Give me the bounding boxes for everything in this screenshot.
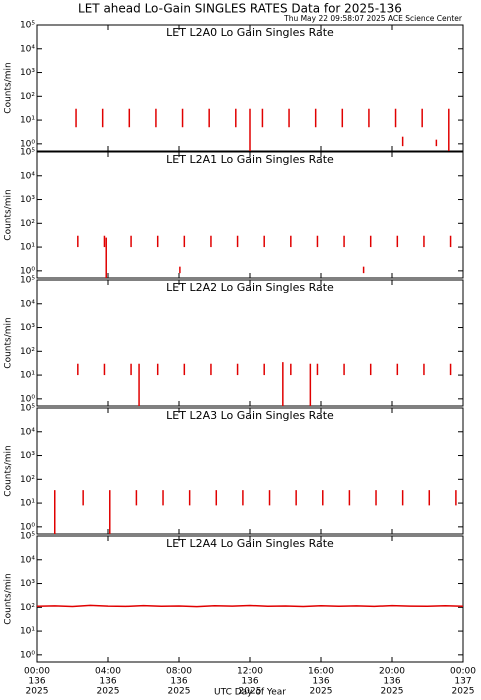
x-tick-label: 136 bbox=[170, 677, 187, 687]
plot-frame bbox=[36, 279, 464, 407]
x-tick-label: 08:00 bbox=[166, 667, 192, 677]
y-tick-label: 10³ bbox=[20, 323, 35, 333]
y-axis-label: Counts/min bbox=[4, 445, 14, 496]
x-tick-label: 2025 bbox=[381, 687, 404, 697]
y-tick-label: 10¹ bbox=[20, 243, 35, 253]
y-tick-label: 10³ bbox=[20, 195, 35, 205]
x-tick-label: 2025 bbox=[310, 687, 333, 697]
x-tick-label: 00:00 bbox=[24, 667, 50, 677]
panel-title: LET L2A0 Lo Gain Singles Rate bbox=[166, 26, 334, 39]
x-tick-label: 136 bbox=[312, 677, 329, 687]
chart-title: LET ahead Lo-Gain SINGLES RATES Data for… bbox=[78, 2, 402, 16]
y-tick-label: 10² bbox=[20, 92, 35, 102]
y-axis-label: Counts/min bbox=[4, 573, 14, 624]
x-tick-label: 16:00 bbox=[308, 667, 334, 677]
panel-title: LET L2A3 Lo Gain Singles Rate bbox=[166, 409, 334, 422]
y-tick-label: 10⁰ bbox=[20, 266, 35, 276]
x-tick-label: 136 bbox=[241, 677, 258, 687]
y-tick-label: 10² bbox=[20, 475, 35, 485]
y-tick-label: 10⁰ bbox=[20, 394, 35, 404]
y-tick-label: 10⁴ bbox=[20, 299, 35, 309]
panel-title: LET L2A4 Lo Gain Singles Rate bbox=[166, 537, 334, 550]
x-tick-label: 136 bbox=[28, 677, 45, 687]
x-tick-label: 20:00 bbox=[379, 667, 405, 677]
y-tick-label: 10⁵ bbox=[20, 21, 35, 31]
y-axis-label: Counts/min bbox=[4, 189, 14, 240]
x-tick-label: 04:00 bbox=[95, 667, 121, 677]
y-tick-label: 10³ bbox=[20, 579, 35, 589]
panel-title: LET L2A1 Lo Gain Singles Rate bbox=[166, 153, 334, 166]
y-tick-label: 10⁰ bbox=[20, 650, 35, 660]
y-tick-label: 10⁴ bbox=[20, 555, 35, 565]
y-tick-label: 10² bbox=[20, 347, 35, 357]
y-tick-label: 10³ bbox=[20, 451, 35, 461]
x-tick-label: 2025 bbox=[452, 687, 475, 697]
y-tick-label: 10⁵ bbox=[20, 148, 35, 158]
y-tick-label: 10¹ bbox=[20, 499, 35, 509]
x-tick-label: 136 bbox=[383, 677, 400, 687]
x-tick-label: 137 bbox=[454, 677, 471, 687]
y-tick-label: 10² bbox=[20, 603, 35, 613]
y-tick-label: 10⁵ bbox=[20, 404, 35, 414]
y-axis-label: Counts/min bbox=[4, 62, 14, 113]
y-tick-label: 10¹ bbox=[20, 371, 35, 381]
x-tick-label: 2025 bbox=[239, 687, 262, 697]
y-tick-label: 10² bbox=[20, 219, 35, 229]
x-tick-label: 12:00 bbox=[237, 667, 263, 677]
plot-frame bbox=[36, 407, 464, 535]
y-tick-label: 10⁴ bbox=[20, 427, 35, 437]
y-tick-label: 10⁵ bbox=[20, 532, 35, 542]
y-tick-label: 10⁰ bbox=[20, 139, 35, 149]
y-tick-label: 10⁴ bbox=[20, 44, 35, 54]
rate-line bbox=[36, 604, 464, 608]
y-tick-label: 10¹ bbox=[20, 627, 35, 637]
x-tick-label: 136 bbox=[99, 677, 116, 687]
x-tick-label: 2025 bbox=[26, 687, 49, 697]
y-tick-label: 10³ bbox=[20, 68, 35, 78]
plot-frame bbox=[36, 151, 464, 279]
y-tick-label: 10¹ bbox=[20, 116, 35, 126]
y-axis-label: Counts/min bbox=[4, 317, 14, 368]
x-tick-label: 2025 bbox=[168, 687, 191, 697]
plot-frame bbox=[36, 535, 464, 663]
panel-title: LET L2A2 Lo Gain Singles Rate bbox=[166, 281, 334, 294]
x-tick-label: 2025 bbox=[97, 687, 120, 697]
x-tick-label: 00:00 bbox=[450, 667, 476, 677]
y-tick-label: 10⁰ bbox=[20, 522, 35, 532]
y-tick-label: 10⁴ bbox=[20, 171, 35, 181]
x-axis-label: UTC Day of Year bbox=[214, 688, 286, 698]
chart-subtitle: Thu May 22 09:58:07 2025 ACE Science Cen… bbox=[283, 14, 463, 23]
y-tick-label: 10⁵ bbox=[20, 276, 35, 286]
